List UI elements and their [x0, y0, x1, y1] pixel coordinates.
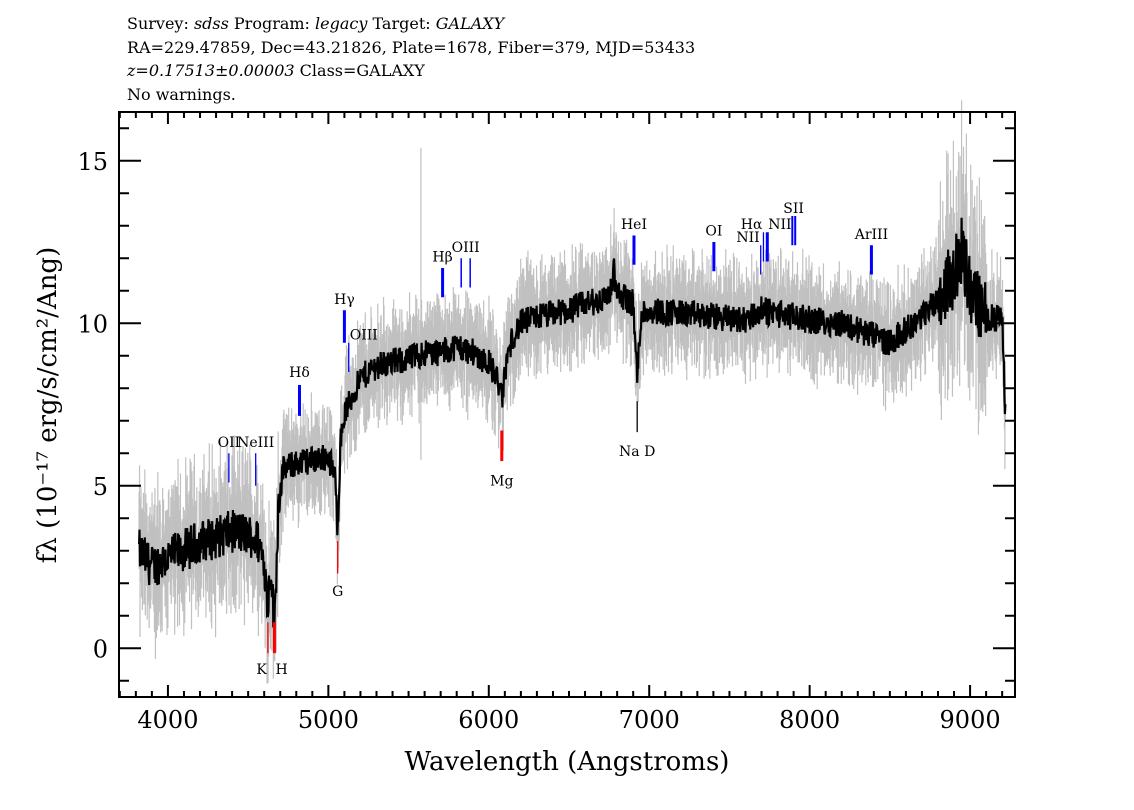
survey-value: sdss [193, 14, 229, 33]
y-tick-label: 5 [93, 473, 108, 501]
y-tick-label: 10 [77, 310, 108, 338]
line-label: OII [218, 435, 241, 451]
spectrum-header: Survey: sdss Program: legacy Target: GAL… [127, 12, 695, 106]
x-tick-label: 9000 [940, 706, 1001, 734]
axes: 4000 5000 6000 7000 8000 9000 0 5 10 15 [77, 112, 1015, 734]
plot-frame [118, 111, 1016, 698]
class-value: Class=GALAXY [294, 61, 425, 80]
x-tick-label: 8000 [779, 706, 840, 734]
line-label: H [275, 662, 287, 678]
line-label: G [332, 584, 343, 600]
target-value: GALAXY [435, 14, 505, 33]
line-label: SII [783, 201, 804, 217]
y-tick-label: 0 [93, 635, 108, 663]
line-label: ArIII [854, 227, 888, 243]
warnings-line: No warnings. [127, 84, 236, 104]
redshift-line: z=0.17513±0.00003 Class=GALAXY [127, 59, 695, 83]
line-label: Hδ [289, 365, 310, 381]
program-label: Program: [228, 14, 316, 33]
survey-line: Survey: sdss Program: legacy Target: GAL… [127, 12, 695, 36]
coordinates-line: RA=229.47859, Dec=43.21826, Plate=1678, … [127, 37, 696, 57]
y-tick-label: 15 [77, 148, 108, 176]
line-label: Hβ [432, 250, 452, 266]
x-axis-title: Wavelength (Angstroms) [405, 747, 730, 777]
target-label: Target: [367, 14, 436, 33]
x-tick-label: 6000 [458, 706, 519, 734]
line-label: Hγ [334, 292, 355, 308]
program-value: legacy [315, 14, 368, 33]
line-label: OI [705, 224, 722, 240]
x-tick-label: 5000 [298, 706, 359, 734]
x-tick-label: 7000 [619, 706, 680, 734]
redshift-value: z=0.17513±0.00003 [127, 61, 295, 80]
line-label: OIII [452, 240, 480, 256]
flux-series-line [138, 217, 1007, 631]
line-label: NII [768, 217, 791, 233]
line-label: Hα [741, 217, 763, 233]
line-label: NII [736, 230, 759, 246]
line-label: Na D [619, 444, 655, 460]
y-axis-title: fλ (10⁻¹⁷ erg/s/cm²/Ang) [33, 247, 63, 563]
line-label: OIII [350, 328, 378, 344]
x-tick-label: 4000 [137, 706, 198, 734]
line-label: Mg [490, 473, 513, 489]
line-label: K [256, 662, 267, 678]
line-label: NeIII [237, 435, 274, 451]
survey-label: Survey: [127, 14, 194, 33]
line-label: HeI [621, 217, 647, 233]
